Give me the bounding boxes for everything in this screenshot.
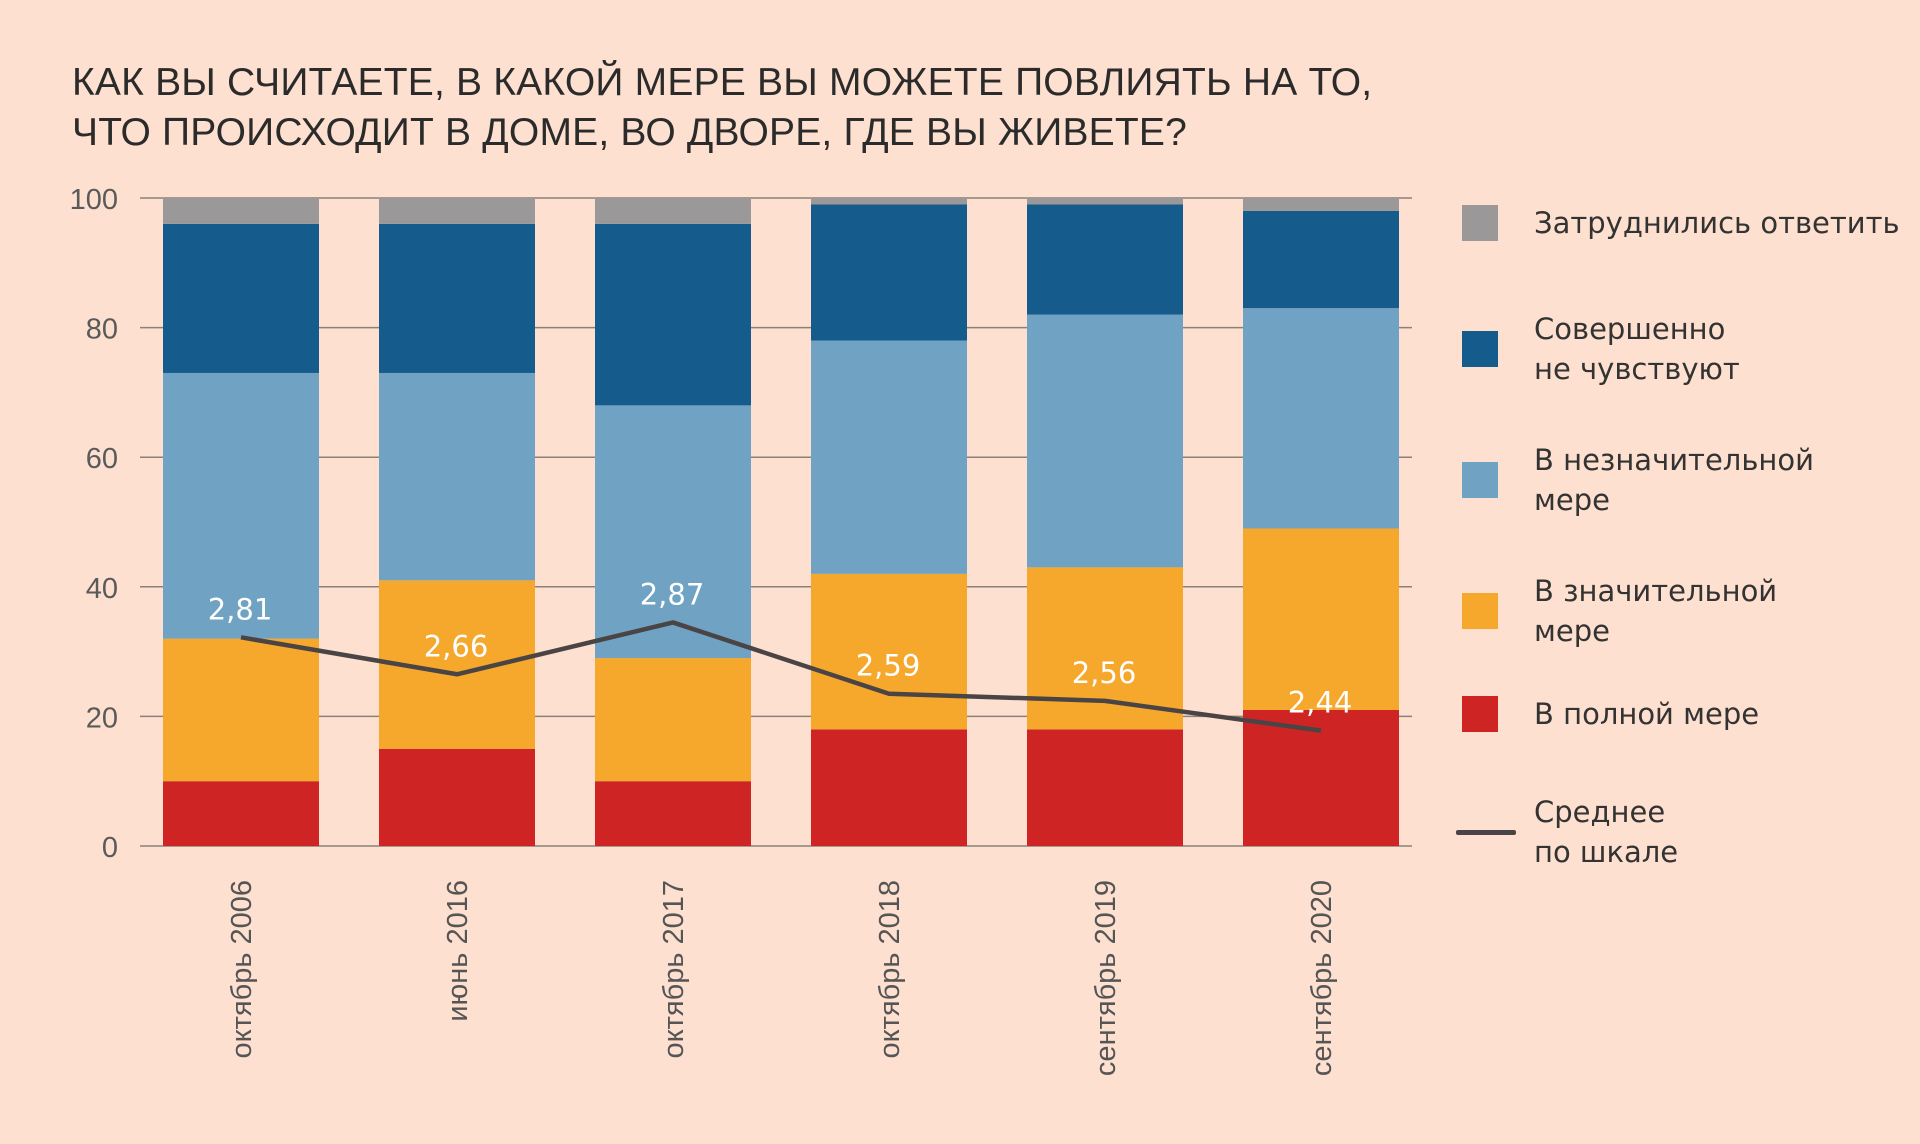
mean-value-label: 2,81 — [208, 592, 273, 626]
legend-item-full: В полной мере — [1462, 694, 1902, 734]
legend-item-significant: В значительной мере — [1462, 571, 1902, 651]
bar-segment — [1027, 729, 1183, 846]
bar-segment — [1027, 314, 1183, 568]
bar-segment — [811, 340, 967, 574]
mean-value-label: 2,66 — [424, 629, 489, 663]
bar-segment — [379, 372, 535, 581]
bar-segment — [379, 198, 535, 224]
x-tick-label: июнь 2016 — [442, 880, 474, 1022]
bar-segment — [595, 223, 751, 406]
chart-title: КАК ВЫ СЧИТАЕТЕ, В КАКОЙ МЕРЕ ВЫ МОЖЕТЕ … — [72, 58, 1372, 158]
y-tick-label: 20 — [86, 702, 118, 734]
bar-segment — [811, 204, 967, 341]
bar-segment — [1243, 198, 1399, 211]
mean-value-label: 2,56 — [1072, 656, 1137, 690]
mean-value-label: 2,59 — [856, 649, 921, 683]
y-tick-label: 80 — [86, 314, 118, 346]
chart-title-line-1: КАК ВЫ СЧИТАЕТЕ, В КАКОЙ МЕРЕ ВЫ МОЖЕТЕ … — [72, 61, 1373, 104]
legend-swatch — [1462, 462, 1498, 498]
legend-swatch — [1462, 331, 1498, 367]
bar-segment — [163, 638, 319, 782]
stacked-bar-chart: 0 20 40 60 80 100 октябрь 2006 июнь 2016 октябрь… — [70, 184, 1412, 1076]
bar-segment — [1027, 567, 1183, 730]
bar-segment — [595, 658, 751, 782]
y-tick-label: 0 — [102, 832, 118, 864]
bar-segment — [595, 781, 751, 846]
bar-segment — [811, 198, 967, 205]
bar-segment — [163, 198, 319, 224]
legend-swatch — [1456, 829, 1516, 835]
legend-swatch — [1462, 593, 1498, 629]
x-tick-label: сентябрь 2019 — [1090, 880, 1122, 1076]
x-tick-label: октябрь 2017 — [658, 880, 690, 1059]
bar-segment — [595, 405, 751, 659]
mean-value-label: 2,87 — [640, 577, 705, 611]
bar-segment — [811, 729, 967, 846]
bar-segment — [379, 223, 535, 373]
legend-item-not_at_all: Совершенно не чувствуют — [1462, 309, 1902, 389]
legend-label: Среднее по шкале — [1534, 795, 1679, 869]
x-tick-label: сентябрь 2020 — [1306, 880, 1338, 1076]
legend-label: В полной мере — [1534, 697, 1760, 731]
legend-item-slight: В незначительной мере — [1462, 440, 1902, 520]
legend-item-hard: Затруднились ответить — [1462, 203, 1902, 243]
y-tick-label: 60 — [86, 443, 118, 475]
bar-segment — [1243, 210, 1399, 309]
bar-segment — [1243, 709, 1399, 846]
legend-label: В незначительной мере — [1534, 443, 1814, 517]
y-tick-label: 40 — [86, 573, 118, 605]
bar-segment — [1243, 308, 1399, 529]
bar-segment — [811, 573, 967, 730]
mean-value-label: 2,44 — [1288, 686, 1353, 720]
legend-label: Совершенно не чувствуют — [1534, 312, 1740, 386]
bar-segment — [1027, 204, 1183, 315]
legend-label: Затруднились ответить — [1534, 206, 1900, 240]
legend-swatch — [1462, 696, 1498, 732]
y-tick-label: 100 — [70, 184, 118, 216]
legend-swatch — [1462, 205, 1498, 241]
bar-segment — [379, 748, 535, 846]
x-tick-label: октябрь 2006 — [226, 880, 258, 1059]
legend-item-mean: Среднее по шкале — [1456, 792, 1902, 872]
bar-segment — [595, 198, 751, 224]
bar-segment — [1243, 528, 1399, 710]
legend-label: В значительной мере — [1534, 574, 1778, 648]
chart-title-line-2: ЧТО ПРОИСХОДИТ В ДОМЕ, ВО ДВОРЕ, ГДЕ ВЫ … — [72, 111, 1188, 154]
x-tick-label: октябрь 2018 — [874, 880, 906, 1059]
mean-line — [240, 620, 1322, 733]
bar-segment — [163, 781, 319, 846]
bar-segment — [1027, 198, 1183, 205]
bar-segment — [163, 223, 319, 373]
bar-segment — [163, 372, 319, 639]
